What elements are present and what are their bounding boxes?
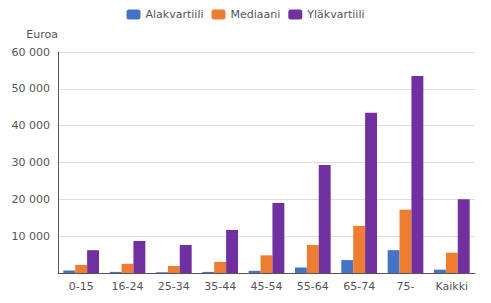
svg-text:Alakvartiili: Alakvartiili xyxy=(145,8,203,21)
svg-text:Euroa: Euroa xyxy=(26,28,58,41)
svg-text:Yläkvartiili: Yläkvartiili xyxy=(306,8,364,21)
svg-text:16-24: 16-24 xyxy=(112,280,144,293)
svg-text:25-34: 25-34 xyxy=(158,280,190,293)
svg-text:75-: 75- xyxy=(397,280,415,293)
svg-text:Kaikki: Kaikki xyxy=(436,280,469,293)
svg-text:35-44: 35-44 xyxy=(204,280,236,293)
svg-text:55-64: 55-64 xyxy=(297,280,329,293)
svg-text:45-54: 45-54 xyxy=(251,280,283,293)
svg-text:30 000: 30 000 xyxy=(12,156,51,169)
svg-text:65-74: 65-74 xyxy=(343,280,375,293)
svg-text:0-15: 0-15 xyxy=(69,280,94,293)
svg-text:Mediaani: Mediaani xyxy=(230,8,280,21)
svg-text:50 000: 50 000 xyxy=(12,82,51,95)
svg-text:10 000: 10 000 xyxy=(12,230,51,243)
svg-text:40 000: 40 000 xyxy=(12,119,51,132)
svg-text:20 000: 20 000 xyxy=(12,193,51,206)
svg-text:60 000: 60 000 xyxy=(12,46,51,59)
